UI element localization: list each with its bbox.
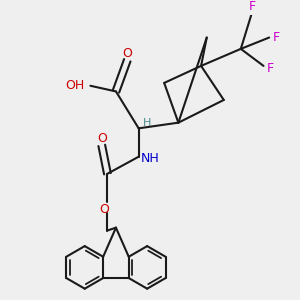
Text: O: O bbox=[100, 203, 110, 216]
Text: F: F bbox=[267, 62, 274, 75]
Text: OH: OH bbox=[65, 79, 84, 92]
Text: H: H bbox=[143, 118, 151, 128]
Text: O: O bbox=[97, 132, 107, 145]
Text: F: F bbox=[273, 31, 280, 44]
Text: O: O bbox=[122, 46, 132, 60]
Text: F: F bbox=[249, 0, 256, 13]
Text: NH: NH bbox=[141, 152, 159, 165]
